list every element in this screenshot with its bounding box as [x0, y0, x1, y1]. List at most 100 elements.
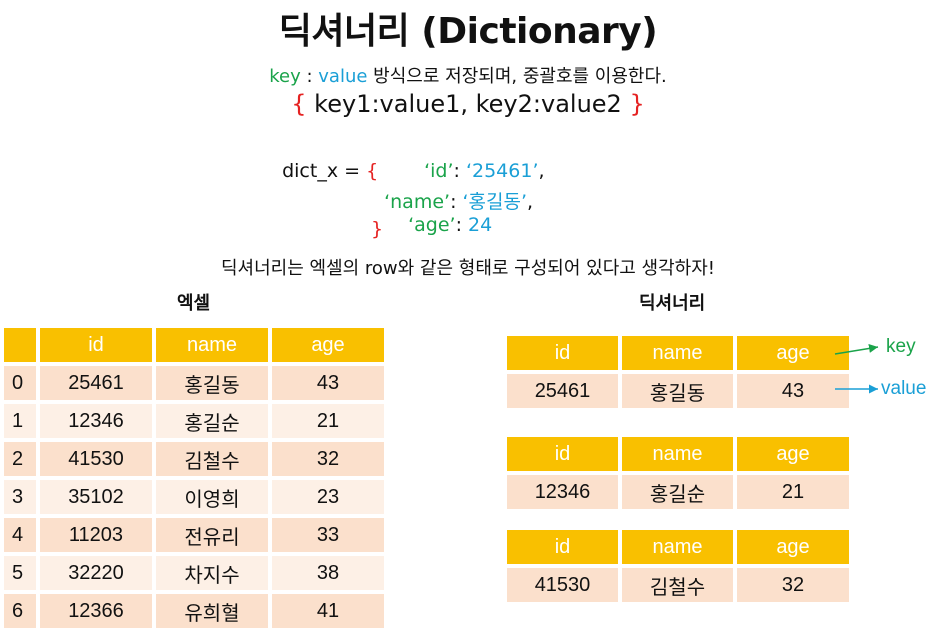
cell-id: 12346 [38, 402, 154, 440]
page-title: 딕셔너리 (Dictionary) [278, 11, 658, 52]
cell-name: 홍길동 [154, 364, 270, 402]
dict-key-id: id [505, 334, 620, 372]
dict-record-1: id name age 25461 홍길동 43 [505, 334, 851, 410]
cell-id: 35102 [38, 478, 154, 516]
dict-value-name: 김철수 [620, 566, 735, 604]
cell-id: 12366 [38, 592, 154, 630]
dict-key-age: age [735, 435, 851, 473]
intro-value: value [318, 66, 368, 87]
syntax-line: { key1:value1, key2:value2 } [0, 90, 936, 118]
value-label: value [881, 378, 927, 399]
code-pair-id: ‘id’: ‘25461’, [412, 138, 545, 182]
dictionary-heading: 딕셔너리 [639, 293, 706, 314]
intro-rest: 방식으로 저장되며, 중괄호를 이용한다. [367, 66, 667, 87]
code-sep: : [453, 160, 466, 182]
excel-col-age: age [270, 326, 386, 364]
cell-name: 전유리 [154, 516, 270, 554]
dict-value-row: 25461 홍길동 43 [505, 372, 851, 410]
excel-header-row: id name age [2, 326, 386, 364]
dict-record-2: id name age 12346 홍길순 21 [505, 435, 851, 511]
syntax-close-brace: } [629, 90, 645, 118]
excel-heading: 엑셀 [177, 293, 211, 314]
row-index: 6 [2, 592, 38, 630]
excel-col-name: name [154, 326, 270, 364]
table-row: 4 11203 전유리 33 [2, 516, 386, 554]
code-pair-name: ‘name’: ‘홍길동’, [372, 165, 533, 214]
intro-colon: : [300, 66, 319, 87]
dict-key-id: id [505, 435, 620, 473]
table-row: 0 25461 홍길동 43 [2, 364, 386, 402]
row-index: 0 [2, 364, 38, 402]
cell-name: 차지수 [154, 554, 270, 592]
dict-key-name: name [620, 435, 735, 473]
row-index: 5 [2, 554, 38, 592]
dict-value-name: 홍길순 [620, 473, 735, 511]
cell-id: 25461 [38, 364, 154, 402]
cell-name: 이영희 [154, 478, 270, 516]
dict-value-age: 32 [735, 566, 851, 604]
dict-key-name: name [620, 528, 735, 566]
row-index: 3 [2, 478, 38, 516]
cell-age: 23 [270, 478, 386, 516]
dict-value-row: 12346 홍길순 21 [505, 473, 851, 511]
code-sep: : [450, 191, 463, 213]
code-comma: , [527, 191, 534, 213]
dict-key-row: id name age [505, 528, 851, 566]
table-row: 2 41530 김철수 32 [2, 440, 386, 478]
dict-record-3: id name age 41530 김철수 32 [505, 528, 851, 604]
dict-value-age: 21 [735, 473, 851, 511]
cell-name: 홍길순 [154, 402, 270, 440]
table-row: 5 32220 차지수 38 [2, 554, 386, 592]
cell-age: 43 [270, 364, 386, 402]
row-index: 1 [2, 402, 38, 440]
code-comma: , [538, 160, 545, 182]
annotation-arrows [834, 344, 879, 394]
code-value: ‘홍길동’ [462, 191, 528, 213]
cell-age: 41 [270, 592, 386, 630]
cell-name: 김철수 [154, 440, 270, 478]
code-pair-age: ‘age’: 24 [396, 192, 492, 236]
dict-value-name: 홍길동 [620, 372, 735, 410]
code-key: ‘age’ [408, 214, 456, 236]
dict-value-id: 25461 [505, 372, 620, 410]
dict-value-age: 43 [735, 372, 851, 410]
code-key: ‘name’ [384, 191, 451, 213]
code-line-1: dict_x = { [270, 138, 378, 182]
table-row: 6 12366 유희혈 41 [2, 592, 386, 630]
code-open-brace: { [366, 160, 379, 182]
code-value: ‘25461’ [465, 160, 539, 182]
dict-value-id: 12346 [505, 473, 620, 511]
code-close-brace: } [371, 218, 384, 240]
cell-id: 11203 [38, 516, 154, 554]
cell-id: 41530 [38, 440, 154, 478]
excel-col-id: id [38, 326, 154, 364]
intro-line: key : value 방식으로 저장되며, 중괄호를 이용한다. [0, 62, 936, 88]
table-row: 1 12346 홍길순 21 [2, 402, 386, 440]
dict-key-age: age [735, 528, 851, 566]
key-arrow-icon [834, 344, 879, 355]
row-index: 4 [2, 516, 38, 554]
intro-key: key [269, 66, 301, 87]
code-key: ‘id’ [424, 160, 454, 182]
code-sep: : [455, 214, 469, 236]
dict-key-row: id name age [505, 435, 851, 473]
excel-col-index [2, 326, 38, 364]
dict-value-id: 41530 [505, 566, 620, 604]
row-index: 2 [2, 440, 38, 478]
dict-key-age: age [735, 334, 851, 372]
cell-age: 38 [270, 554, 386, 592]
cell-id: 32220 [38, 554, 154, 592]
key-label: key [886, 336, 916, 357]
dict-key-name: name [620, 334, 735, 372]
code-value: 24 [468, 214, 493, 236]
summary-text: 딕셔너리는 엑셀의 row와 같은 형태로 구성되어 있다고 생각하자! [220, 258, 715, 279]
excel-table: id name age 0 25461 홍길동 43 1 12346 홍길순 2… [2, 326, 386, 630]
table-row: 3 35102 이영희 23 [2, 478, 386, 516]
cell-name: 유희혈 [154, 592, 270, 630]
cell-age: 21 [270, 402, 386, 440]
syntax-open-brace: { [291, 90, 307, 118]
dict-value-row: 41530 김철수 32 [505, 566, 851, 604]
syntax-body: key1:value1, key2:value2 [306, 90, 630, 118]
dict-key-id: id [505, 528, 620, 566]
cell-age: 33 [270, 516, 386, 554]
